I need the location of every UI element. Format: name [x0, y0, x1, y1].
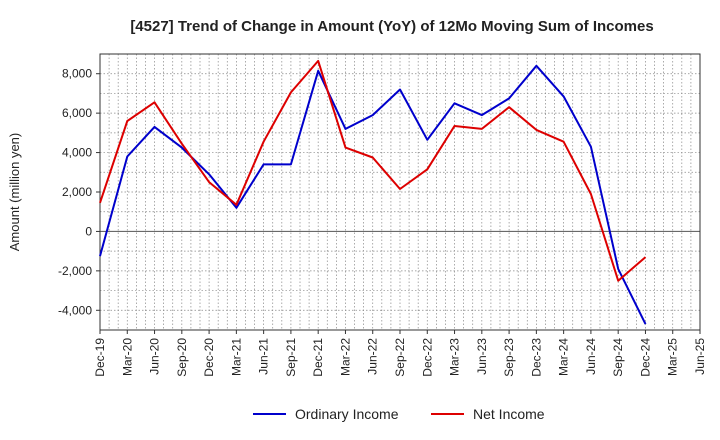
y-axis-label: Amount (million yen) — [7, 133, 22, 252]
chart-title: [4527] Trend of Change in Amount (YoY) o… — [130, 18, 653, 35]
x-tick-label: Jun-25 — [693, 338, 707, 375]
x-tick-label: Mar-23 — [448, 338, 462, 376]
y-tick-label: 0 — [85, 224, 92, 238]
legend-label: Ordinary Income — [295, 406, 399, 422]
x-tick-label: Dec-21 — [311, 338, 325, 377]
x-tick-label: Mar-24 — [557, 338, 571, 376]
x-tick-label: Sep-24 — [611, 338, 625, 377]
x-tick-label: Jun-20 — [148, 338, 162, 375]
x-tick-label: Jun-22 — [366, 338, 380, 375]
y-tick-label: -4,000 — [58, 303, 92, 317]
x-tick-label: Jun-21 — [257, 338, 271, 375]
x-tick-label: Dec-19 — [93, 338, 107, 377]
y-tick-label: 8,000 — [62, 67, 92, 81]
y-tick-label: 4,000 — [62, 146, 92, 160]
y-tick-label: 2,000 — [62, 185, 92, 199]
x-tick-label: Mar-22 — [338, 338, 352, 376]
x-tick-label: Dec-20 — [202, 338, 216, 377]
x-tick-label: Dec-24 — [638, 338, 652, 377]
x-tick-label: Sep-20 — [175, 338, 189, 377]
legend-label: Net Income — [473, 406, 545, 422]
x-tick-label: Sep-23 — [502, 338, 516, 377]
series-line-net-income — [99, 59, 647, 282]
y-tick-label: 6,000 — [62, 106, 92, 120]
plot-area: -4,000 -2,000 0 2,000 4,000 6,000 8,000 Dec-19 M… — [58, 53, 707, 377]
x-tick-label: Mar-25 — [666, 338, 680, 376]
x-tick-label: Mar-20 — [120, 338, 134, 376]
y-tick-label: -2,000 — [58, 264, 92, 278]
x-tick-label: Dec-22 — [420, 338, 434, 377]
x-tick-label: Jun-23 — [475, 338, 489, 375]
x-tick-label: Jun-24 — [584, 338, 598, 375]
x-tick-label: Sep-21 — [284, 338, 298, 377]
x-tick-label: Mar-21 — [229, 338, 243, 376]
legend: Ordinary Income Net Income — [253, 406, 545, 422]
x-tick-label: Dec-23 — [529, 338, 543, 377]
x-tick-label: Sep-22 — [393, 338, 407, 377]
